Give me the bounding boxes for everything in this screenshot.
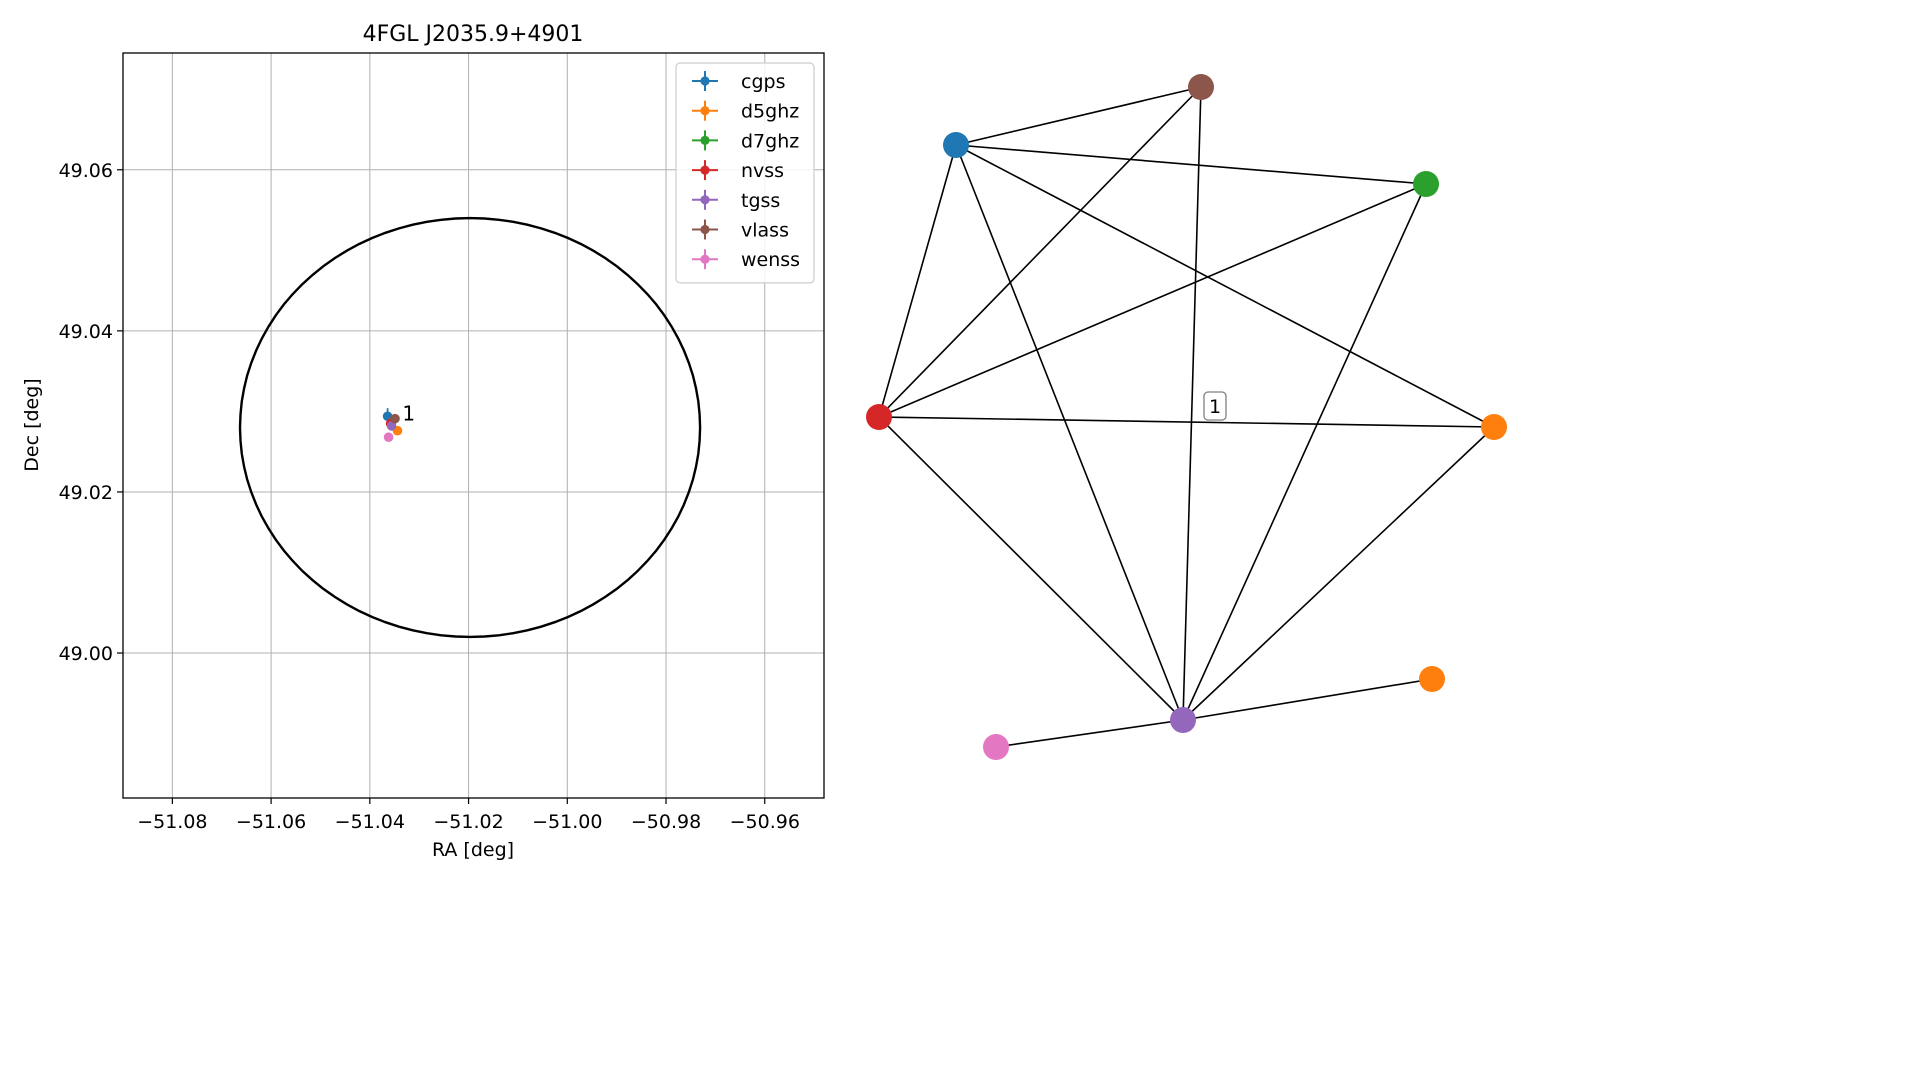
x-tick-label: −51.00 [532, 811, 602, 833]
legend-swatch-marker [700, 135, 710, 145]
y-tick-label: 49.02 [59, 482, 113, 504]
point-annotation: 1 [402, 402, 415, 426]
graph-edge [955, 144, 1427, 185]
graph-label: 1 [1203, 391, 1227, 421]
graph-edge [878, 86, 1202, 418]
localization-circle [238, 216, 702, 639]
legend-label: tgss [741, 190, 780, 212]
legend-entry-d5ghz: d5ghz [692, 100, 799, 123]
x-axis-label: RA [deg] [432, 839, 514, 861]
graph-node-d7ghz [1413, 171, 1439, 197]
y-axis-label: Dec [deg] [21, 378, 43, 471]
legend: cgps d5ghz d7ghz nvss tgss vlass wenss [675, 62, 815, 284]
x-tick-label: −50.96 [730, 811, 800, 833]
graph-node-d5ghz_a [1481, 414, 1507, 440]
graph-node-tgss [1170, 707, 1196, 733]
marker [386, 421, 397, 431]
y-tick-label: 49.00 [59, 643, 113, 665]
x-tick-label: −51.06 [236, 811, 306, 833]
localization-ellipse [238, 216, 702, 639]
graph-edges [878, 86, 1495, 748]
legend-swatch-marker [700, 254, 710, 264]
chart-title: 4FGL J2035.9+4901 [363, 22, 584, 47]
legend-box [675, 62, 815, 284]
y-tick-label: 49.06 [59, 160, 113, 182]
legend-label: d5ghz [741, 101, 799, 123]
x-tick-label: −51.04 [335, 811, 405, 833]
network-graph: 1 [866, 74, 1507, 760]
legend-label: vlass [741, 220, 789, 242]
x-tick-label: −51.02 [433, 811, 503, 833]
legend-entry-tgss: tgss [692, 189, 780, 212]
point-vlass [390, 413, 400, 424]
marker [390, 413, 400, 424]
source-points: 1 [382, 402, 415, 442]
legend-swatch-marker [700, 76, 710, 86]
legend-label: nvss [741, 160, 784, 182]
graph-edge [1182, 183, 1427, 721]
graph-edge [955, 144, 1495, 428]
graph-nodes [866, 74, 1507, 760]
graph-label-text: 1 [1209, 396, 1221, 418]
graph-edge [1182, 426, 1495, 721]
point-wenss [383, 432, 394, 442]
x-axis-ticks: −51.08 −51.06 −51.04 −51.02 −51.00 −50.98 −50.… [137, 798, 800, 833]
marker [383, 432, 394, 442]
graph-edge [1182, 678, 1433, 721]
legend-entry-d7ghz: d7ghz [692, 130, 799, 152]
axes-frame [122, 52, 825, 799]
y-tick-label: 49.04 [59, 321, 113, 343]
legend-label: cgps [741, 71, 785, 93]
legend-entry-cgps: cgps [692, 71, 785, 93]
legend-entry-vlass: vlass [692, 219, 789, 242]
legend-swatch-marker [700, 224, 710, 235]
graph-edge [878, 416, 1495, 428]
graph-edge [878, 183, 1427, 418]
graph-edge [1182, 86, 1202, 721]
graph-edge [955, 86, 1202, 146]
sky-position-chart: 4FGL J2035.9+4901 1 −51.08 −51.06 −51.04 −5… [21, 22, 825, 861]
graph-node-vlass [1188, 74, 1214, 100]
graph-edge [955, 144, 1184, 721]
graph-node-nvss [866, 404, 892, 430]
graph-node-cgps [943, 132, 969, 158]
legend-swatch-marker [700, 106, 710, 116]
legend-swatch-marker [700, 165, 710, 175]
legend-label: wenss [741, 249, 800, 271]
graph-node-d5ghz_b [1419, 666, 1445, 692]
graph-edge [878, 416, 1184, 721]
graph-edge [995, 719, 1184, 748]
x-tick-label: −51.08 [137, 811, 207, 833]
x-tick-label: −50.98 [631, 811, 701, 833]
legend-label: d7ghz [741, 130, 799, 152]
legend-entry-wenss: wenss [692, 249, 800, 271]
y-axis-ticks: 49.00 49.02 49.04 49.06 [59, 160, 123, 665]
graph-edge [878, 144, 957, 418]
point-tgss [386, 421, 397, 431]
legend-swatch-marker [700, 195, 710, 205]
graph-label-box [1203, 391, 1227, 421]
legend-entry-nvss: nvss [692, 160, 784, 182]
graph-node-wenss [983, 734, 1009, 760]
